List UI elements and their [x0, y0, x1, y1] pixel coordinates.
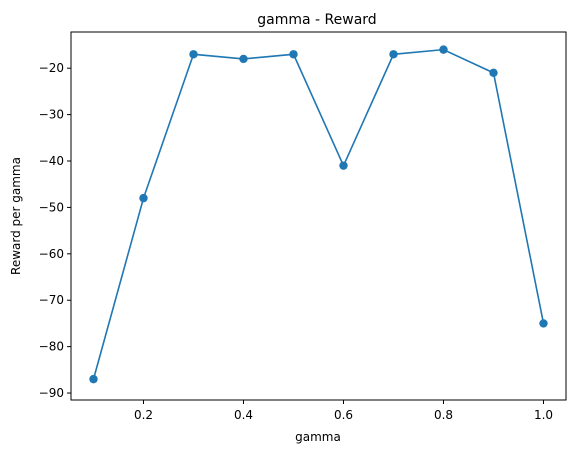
data-point: [539, 319, 548, 328]
data-point: [339, 161, 348, 170]
x-tick-label: 0.2: [134, 408, 153, 422]
data-point: [189, 50, 198, 59]
y-tick-label: −60: [39, 247, 64, 261]
y-axis: −90 −80 −70 −60 −50 −40 −30 −20: [39, 61, 71, 400]
data-point: [89, 374, 98, 384]
y-tick-label: −90: [39, 386, 64, 400]
y-tick-label: −30: [39, 108, 64, 122]
axes-frame: [70, 31, 567, 401]
data-point: [239, 54, 248, 64]
x-tick-label: 0.4: [234, 408, 253, 422]
y-tick-label: −40: [39, 154, 64, 168]
plot-area: [71, 32, 566, 400]
x-tick-label: 1.0: [534, 408, 553, 422]
x-axis: 0.2 0.4 0.6 0.8 1.0: [134, 400, 553, 422]
y-tick-label: −20: [39, 61, 64, 75]
x-tick-label: 0.6: [334, 408, 353, 422]
x-tick-label: 0.8: [434, 408, 453, 422]
data-point: [489, 68, 498, 78]
y-tick-label: −70: [39, 293, 64, 307]
data-point: [289, 50, 298, 59]
series-group: [89, 45, 548, 384]
x-axis-label: gamma: [295, 430, 341, 444]
data-point: [139, 193, 148, 203]
y-axis-label: Reward per gamma: [9, 157, 23, 275]
y-tick-label: −50: [39, 200, 64, 214]
chart-title: gamma - Reward: [257, 12, 376, 28]
series-line: [92, 48, 545, 380]
data-point: [389, 50, 398, 59]
y-tick-label: −80: [39, 340, 64, 354]
data-point: [439, 45, 448, 54]
